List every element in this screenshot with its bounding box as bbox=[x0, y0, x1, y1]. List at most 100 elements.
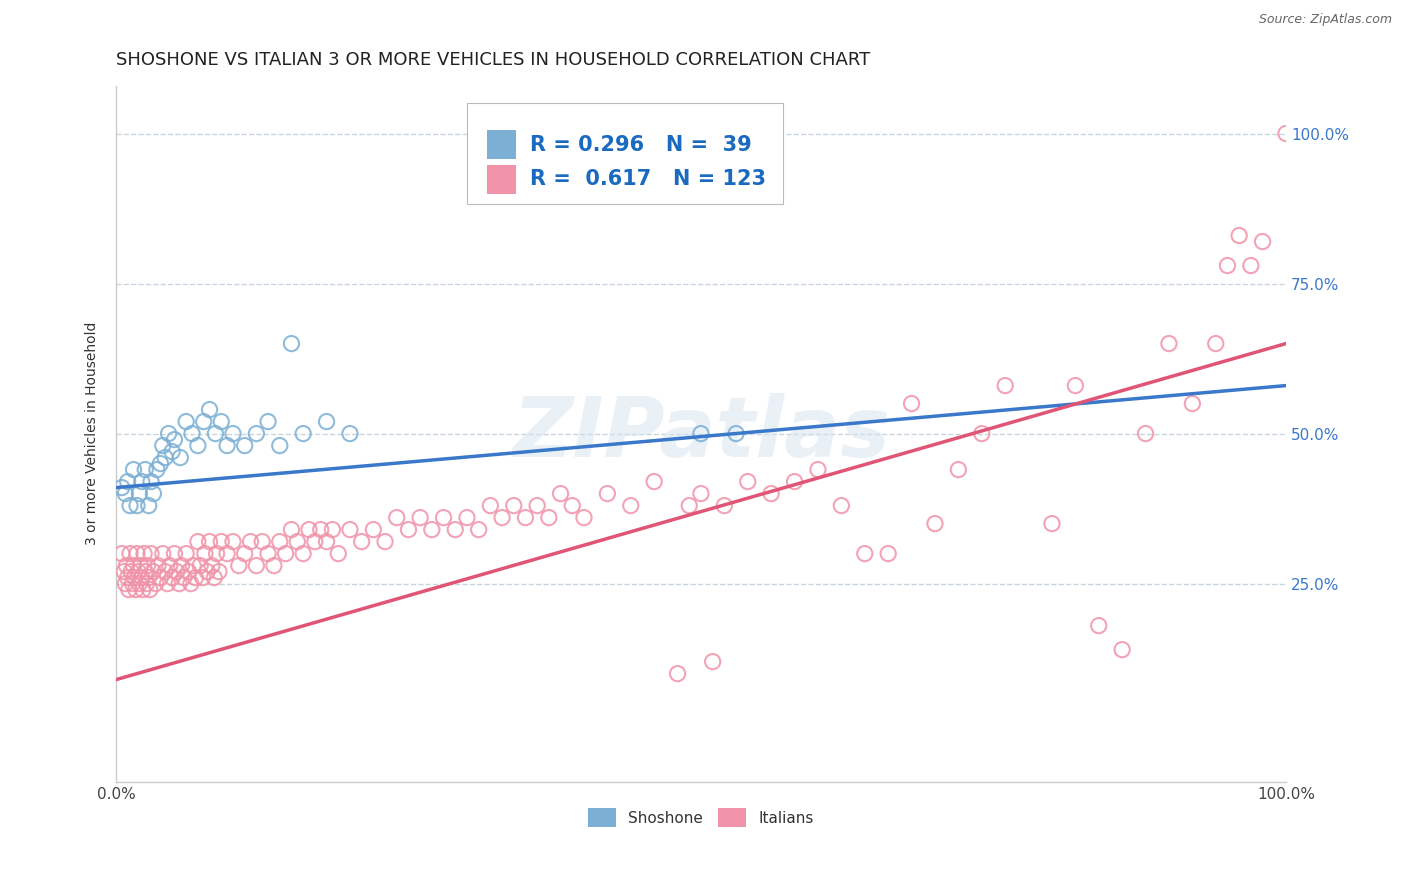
Point bbox=[257, 547, 280, 561]
Point bbox=[160, 444, 183, 458]
Point bbox=[1275, 127, 1298, 141]
Point bbox=[643, 475, 665, 489]
Point bbox=[129, 558, 152, 573]
Point bbox=[321, 523, 343, 537]
Point bbox=[122, 462, 145, 476]
Point bbox=[239, 534, 262, 549]
Point bbox=[690, 426, 713, 441]
Point bbox=[152, 547, 174, 561]
Point bbox=[596, 486, 619, 500]
Point bbox=[146, 558, 169, 573]
Point bbox=[713, 499, 735, 513]
Point bbox=[409, 510, 432, 524]
Point bbox=[877, 547, 900, 561]
Point bbox=[315, 415, 337, 429]
Point bbox=[292, 547, 315, 561]
Text: Source: ZipAtlas.com: Source: ZipAtlas.com bbox=[1258, 13, 1392, 27]
Point bbox=[134, 565, 156, 579]
Point bbox=[194, 547, 217, 561]
Point bbox=[537, 510, 560, 524]
Point bbox=[184, 571, 207, 585]
Point bbox=[1040, 516, 1063, 531]
Point bbox=[205, 547, 228, 561]
Text: ZIPatlas: ZIPatlas bbox=[512, 393, 890, 474]
Point bbox=[420, 523, 443, 537]
Point bbox=[166, 565, 188, 579]
Point bbox=[217, 439, 239, 453]
Point bbox=[136, 558, 159, 573]
Point bbox=[122, 558, 145, 573]
Point bbox=[149, 457, 172, 471]
Point bbox=[138, 499, 160, 513]
Point bbox=[131, 475, 153, 489]
Point bbox=[1216, 259, 1239, 273]
Point bbox=[280, 336, 302, 351]
Bar bbox=[486, 165, 516, 194]
Point bbox=[900, 396, 922, 410]
Point bbox=[170, 558, 193, 573]
Point bbox=[204, 426, 226, 441]
Point bbox=[304, 534, 326, 549]
Point bbox=[118, 582, 141, 597]
Point bbox=[479, 499, 502, 513]
Point bbox=[131, 571, 153, 585]
Point bbox=[181, 558, 204, 573]
Point bbox=[135, 576, 157, 591]
Point bbox=[948, 462, 970, 476]
Point bbox=[444, 523, 467, 537]
Point bbox=[115, 558, 138, 573]
Point bbox=[759, 486, 782, 500]
Point bbox=[132, 582, 155, 597]
Point bbox=[152, 439, 174, 453]
Point bbox=[620, 499, 643, 513]
Point bbox=[202, 571, 225, 585]
Point bbox=[160, 571, 183, 585]
Point bbox=[315, 534, 337, 549]
Point bbox=[807, 462, 830, 476]
Point bbox=[285, 534, 308, 549]
Point bbox=[124, 571, 146, 585]
Point bbox=[195, 565, 218, 579]
Point bbox=[111, 547, 134, 561]
Point bbox=[118, 547, 141, 561]
Point bbox=[853, 547, 876, 561]
FancyBboxPatch shape bbox=[467, 103, 783, 204]
Point bbox=[1111, 642, 1133, 657]
Point bbox=[208, 565, 231, 579]
Point bbox=[385, 510, 408, 524]
Point bbox=[174, 415, 197, 429]
Point bbox=[145, 576, 167, 591]
Point bbox=[157, 426, 180, 441]
Point bbox=[690, 486, 713, 500]
Point bbox=[112, 565, 135, 579]
Point bbox=[502, 499, 524, 513]
Point bbox=[830, 499, 852, 513]
Point bbox=[269, 534, 291, 549]
Text: R =  0.617   N = 123: R = 0.617 N = 123 bbox=[530, 169, 766, 189]
Point bbox=[167, 576, 190, 591]
Point bbox=[245, 426, 267, 441]
Point bbox=[269, 439, 291, 453]
Point bbox=[138, 571, 160, 585]
Point bbox=[783, 475, 806, 489]
Point bbox=[128, 576, 150, 591]
Point bbox=[173, 571, 195, 585]
Point bbox=[467, 523, 489, 537]
Point bbox=[125, 499, 148, 513]
Point bbox=[274, 547, 297, 561]
Point bbox=[228, 558, 250, 573]
Point bbox=[994, 378, 1017, 392]
Point bbox=[257, 415, 280, 429]
Point bbox=[526, 499, 548, 513]
Point bbox=[159, 558, 181, 573]
Point bbox=[139, 582, 162, 597]
Point bbox=[177, 565, 200, 579]
Point bbox=[198, 402, 221, 417]
Point bbox=[117, 571, 139, 585]
Point bbox=[163, 547, 186, 561]
Point bbox=[702, 655, 724, 669]
Point bbox=[350, 534, 373, 549]
Point bbox=[550, 486, 572, 500]
Point bbox=[132, 547, 155, 561]
Point bbox=[217, 547, 239, 561]
